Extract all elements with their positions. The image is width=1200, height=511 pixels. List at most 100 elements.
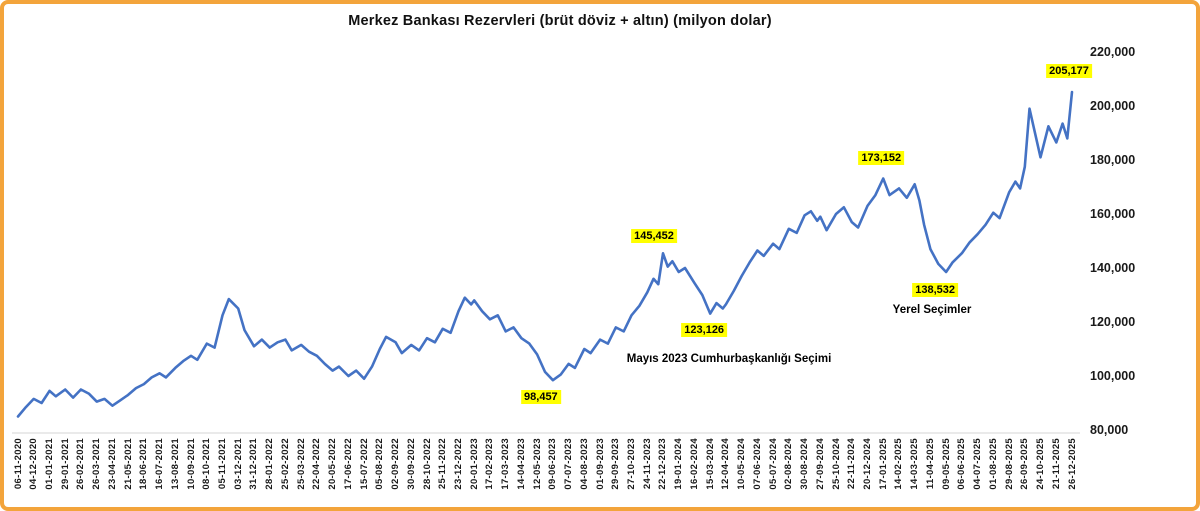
- x-axis-date-text: 30-09-2022: [405, 438, 417, 490]
- x-axis-date-label: 26-09-2025: [1019, 438, 1031, 490]
- x-axis-date-text: 25-11-2022: [437, 438, 449, 490]
- x-axis-date-text: 25-10-2024: [830, 438, 842, 490]
- x-axis-date-text: 12-05-2023: [531, 438, 543, 490]
- x-axis-date-text: 04-12-2020: [28, 438, 40, 490]
- x-axis-date-label: 30-08-2024: [799, 438, 811, 490]
- x-axis-date-text: 10-09-2021: [185, 438, 197, 490]
- x-axis-date-label: 14-02-2025: [893, 438, 905, 490]
- x-axis-date-label: 28-10-2022: [421, 438, 433, 490]
- x-axis-date-label: 05-08-2022: [374, 438, 386, 490]
- x-axis-date-label: 01-09-2023: [594, 438, 606, 490]
- x-axis-date-text: 22-11-2024: [846, 438, 858, 490]
- x-axis-date-label: 23-12-2022: [452, 438, 464, 490]
- x-axis-date-label: 07-06-2024: [751, 438, 763, 490]
- x-axis-date-text: 09-05-2025: [940, 438, 952, 490]
- x-axis-date-text: 25-02-2022: [279, 438, 291, 490]
- value-annotation: 138,532: [912, 282, 959, 297]
- x-axis-date-text: 21-05-2021: [122, 438, 134, 490]
- x-axis-date-label: 08-10-2021: [201, 438, 213, 490]
- x-axis-date-text: 20-05-2022: [327, 438, 339, 490]
- x-axis-date-text: 05-07-2024: [767, 438, 779, 490]
- x-axis-date-text: 15-07-2022: [358, 438, 370, 490]
- x-axis-date-text: 22-04-2022: [311, 438, 323, 490]
- value-annotation: 123,126: [681, 322, 728, 337]
- event-annotation: Mayıs 2023 Cumhurbaşkanlığı Seçimi: [626, 353, 832, 365]
- x-axis-date-text: 28-01-2022: [264, 438, 276, 490]
- x-axis-date-text: 04-07-2025: [972, 438, 984, 490]
- x-axis-date-text: 04-08-2023: [578, 438, 590, 490]
- x-axis-date-label: 24-11-2023: [641, 438, 653, 489]
- x-axis-date-label: 09-06-2023: [547, 438, 559, 490]
- x-axis-date-label: 05-07-2024: [767, 438, 779, 490]
- x-axis-date-label: 20-05-2022: [327, 438, 339, 490]
- value-annotation: 173,152: [858, 151, 905, 166]
- x-axis-date-text: 30-08-2024: [799, 438, 811, 490]
- x-axis-date-label: 04-12-2020: [28, 438, 40, 490]
- x-axis-date-text: 10-05-2024: [736, 438, 748, 490]
- x-axis-date-label: 10-05-2024: [736, 438, 748, 490]
- x-axis-date-text: 12-04-2024: [720, 438, 732, 490]
- x-axis-date-text: 17-03-2023: [500, 438, 512, 490]
- x-axis-date-label: 29-08-2025: [1003, 438, 1015, 490]
- x-axis-date-text: 31-12-2021: [248, 438, 260, 490]
- x-axis-date-label: 14-03-2025: [909, 438, 921, 490]
- value-annotation: 205,177: [1046, 64, 1092, 79]
- x-axis-date-label: 12-04-2024: [720, 438, 732, 490]
- x-axis-date-text: 16-02-2024: [688, 438, 700, 490]
- x-axis-date-text: 22-12-2023: [657, 438, 669, 490]
- reserves-line: [16, 90, 1074, 418]
- x-axis-date-label: 27-10-2023: [626, 438, 638, 490]
- x-axis-date-text: 17-01-2025: [877, 438, 889, 490]
- x-axis-date-label: 01-01-2021: [43, 438, 55, 490]
- y-axis-tick-label: 80,000: [1090, 423, 1129, 437]
- x-axis-date-label: 16-02-2024: [688, 438, 700, 490]
- x-axis-date-text: 27-10-2023: [626, 438, 638, 490]
- x-axis-date-text: 23-04-2021: [106, 438, 118, 490]
- x-axis-date-label: 13-08-2021: [169, 438, 181, 490]
- x-axis-date-label: 21-05-2021: [122, 438, 134, 490]
- y-axis-tick-label: 160,000: [1090, 207, 1136, 221]
- x-axis-date-text: 08-10-2021: [201, 438, 213, 490]
- value-annotation: 145,452: [631, 229, 677, 244]
- x-axis-date-label: 30-09-2022: [405, 438, 417, 490]
- x-axis-date-label: 17-06-2022: [342, 438, 354, 490]
- value-annotation: 98,457: [521, 390, 561, 405]
- x-axis-date-label: 21-11-2025: [1050, 438, 1062, 489]
- x-axis-date-label: 12-05-2023: [531, 438, 543, 490]
- x-axis-date-text: 23-12-2022: [452, 438, 464, 490]
- x-axis-date-text: 20-01-2023: [468, 438, 480, 490]
- y-axis-tick-label: 220,000: [1090, 45, 1136, 59]
- x-axis-date-label: 29-09-2023: [610, 438, 622, 490]
- x-axis-date-text: 29-09-2023: [610, 438, 622, 490]
- x-axis-date-text: 05-11-2021: [217, 438, 228, 490]
- x-axis-date-text: 18-06-2021: [138, 438, 150, 490]
- x-axis-date-label: 17-02-2023: [484, 438, 496, 490]
- x-axis-date-label: 26-03-2021: [91, 438, 103, 490]
- x-axis-date-label: 15-07-2022: [358, 438, 370, 490]
- x-axis-date-text: 01-09-2023: [594, 438, 606, 490]
- x-axis-date-label: 07-07-2023: [563, 438, 575, 490]
- x-axis-date-text: 29-08-2025: [1003, 438, 1015, 490]
- x-axis-date-text: 07-07-2023: [563, 438, 575, 490]
- y-axis-tick-label: 140,000: [1090, 261, 1136, 275]
- x-axis-date-label: 17-01-2025: [877, 438, 889, 490]
- x-axis-date-text: 02-08-2024: [783, 438, 795, 490]
- x-axis-date-text: 02-09-2022: [390, 438, 402, 490]
- x-axis-date-label: 25-10-2024: [830, 438, 842, 490]
- x-axis-date-text: 07-06-2024: [751, 438, 763, 490]
- x-axis-date-text: 01-08-2025: [987, 438, 999, 490]
- x-axis-date-text: 27-09-2024: [814, 438, 826, 490]
- x-axis-date-text: 26-02-2021: [75, 438, 87, 490]
- chart-title: Merkez Bankası Rezervleri (brüt döviz + …: [348, 13, 772, 29]
- x-axis-date-label: 23-04-2021: [106, 438, 118, 490]
- x-axis-date-label: 27-09-2024: [814, 438, 826, 490]
- x-axis-date-label: 22-11-2024: [846, 438, 858, 489]
- x-axis-date-text: 14-04-2023: [515, 438, 527, 490]
- x-axis-date-label: 01-08-2025: [987, 438, 999, 490]
- x-axis-date-label: 25-02-2022: [279, 438, 291, 490]
- x-axis-date-label: 02-09-2022: [390, 438, 402, 490]
- x-axis-date-text: 26-09-2025: [1019, 438, 1031, 490]
- x-axis-date-text: 24-11-2023: [641, 438, 653, 490]
- x-axis-date-text: 19-01-2024: [673, 438, 685, 490]
